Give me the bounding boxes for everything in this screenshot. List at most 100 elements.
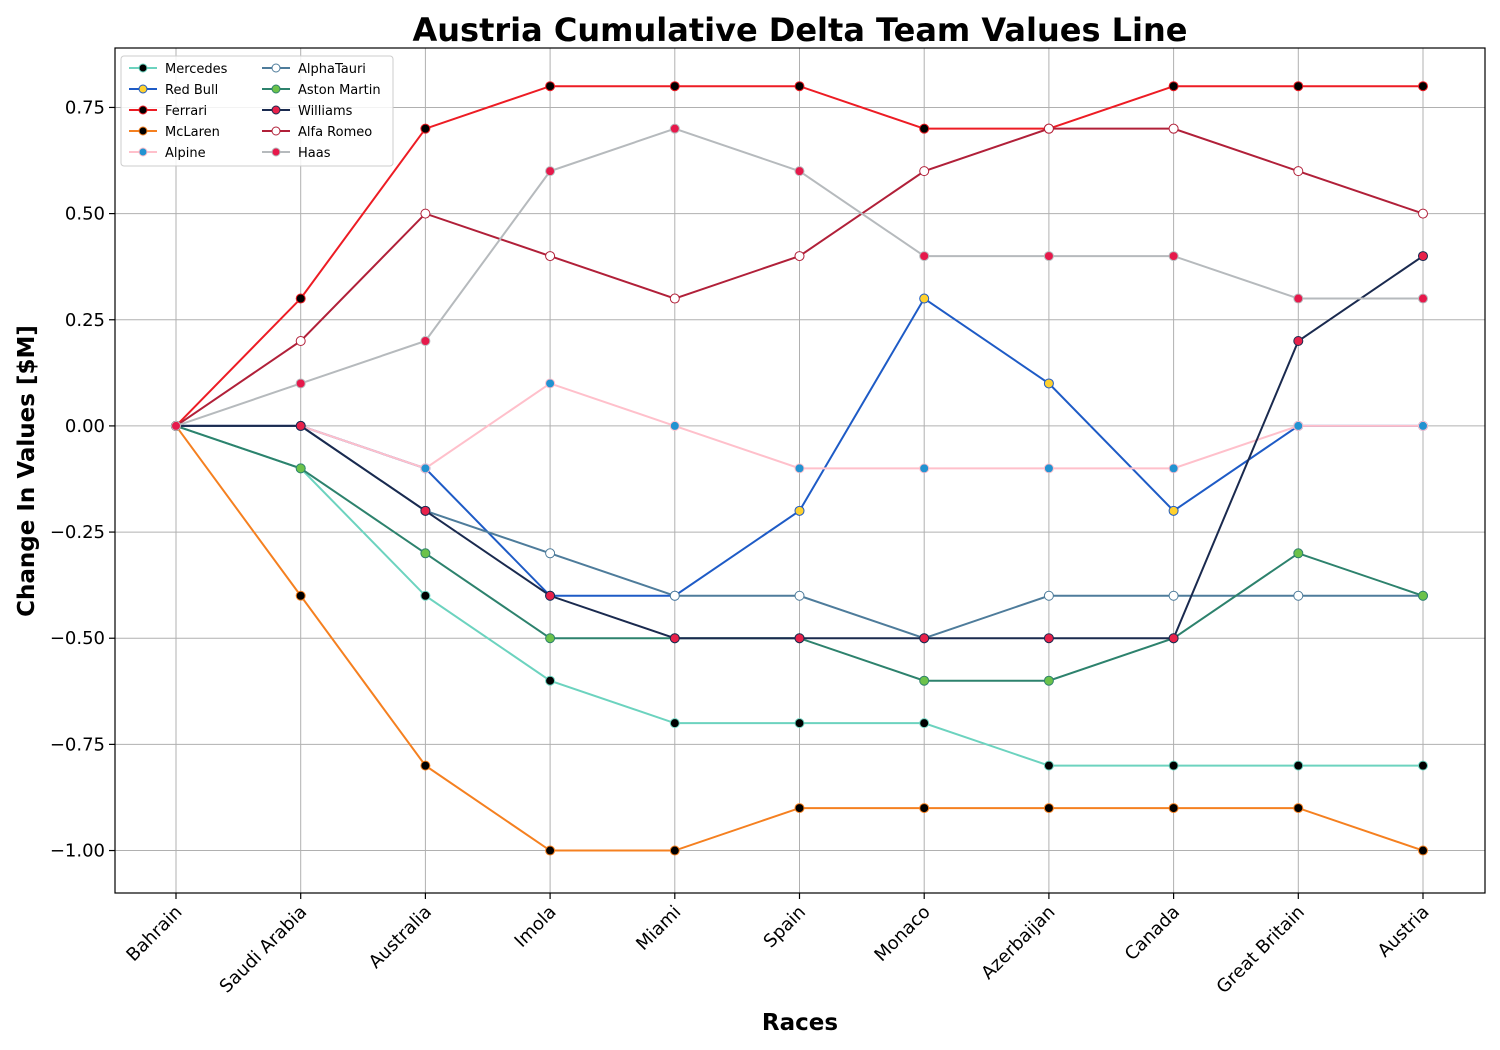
data-point: [545, 590, 556, 601]
data-point: [794, 251, 805, 262]
data-point: [794, 166, 805, 177]
series-haas: [171, 123, 1428, 431]
data-point: [794, 633, 805, 644]
legend-item: Williams: [262, 104, 353, 119]
legend-swatch-marker: [271, 63, 281, 73]
data-point: [545, 166, 556, 177]
x-tick-label: Austria: [1374, 902, 1434, 962]
data-point: [919, 166, 930, 177]
data-point: [545, 675, 556, 686]
data-point: [1293, 803, 1304, 814]
data-point: [295, 335, 306, 346]
data-point: [794, 463, 805, 474]
data-point: [669, 845, 680, 856]
x-tick-label: Imola: [511, 902, 561, 952]
legend-swatch-marker: [271, 105, 281, 115]
legend-box: [120, 55, 394, 167]
y-tick-label: −0.50: [50, 628, 105, 649]
data-point: [1168, 803, 1179, 814]
data-point: [420, 548, 431, 559]
data-point: [1043, 378, 1054, 389]
data-point: [1043, 463, 1054, 474]
data-point: [1418, 293, 1428, 304]
x-tick-label: Saudi Arabia: [216, 902, 312, 998]
data-point: [669, 590, 680, 601]
data-point: [295, 378, 306, 389]
data-point: [1293, 166, 1304, 177]
data-point: [420, 505, 431, 516]
series-layer: [171, 81, 1428, 856]
data-point: [545, 378, 556, 389]
legend-swatch-marker: [138, 84, 148, 94]
legend-swatch-marker: [271, 126, 281, 136]
data-point: [919, 123, 930, 134]
data-point: [794, 590, 805, 601]
series-alfa-romeo: [171, 123, 1428, 431]
legend-label: McLaren: [165, 125, 220, 140]
legend-label: Williams: [298, 104, 353, 119]
data-point: [1168, 251, 1179, 262]
data-point: [669, 123, 680, 134]
data-point: [420, 463, 431, 474]
series-alpine: [171, 378, 1428, 474]
data-point: [669, 81, 680, 92]
y-tick-label: −0.75: [50, 734, 105, 755]
data-point: [1418, 845, 1428, 856]
y-tick-label: 0.50: [65, 204, 105, 225]
x-tick-label: Miami: [632, 902, 685, 955]
y-tick-label: −1.00: [50, 841, 105, 862]
legend-item: Ferrari: [129, 104, 207, 119]
data-point: [545, 81, 556, 92]
data-point: [1293, 760, 1304, 771]
y-axis: −1.00 −0.75 −0.50 −0.25 0.00 0.25 0.50 0.75: [50, 97, 115, 862]
legend-swatch-marker: [138, 147, 148, 157]
series-williams: [171, 251, 1428, 644]
data-point: [919, 293, 930, 304]
legend-item: Red Bull: [129, 83, 218, 98]
data-point: [295, 420, 306, 431]
x-axis: Bahrain Saudi Arabia Australia Imola Miami Sp…: [122, 893, 1434, 998]
data-point: [919, 463, 930, 474]
legend: Mercedes Red Bull Ferrari McLaren Alpine Alph…: [120, 55, 394, 167]
data-point: [1043, 633, 1054, 644]
data-point: [919, 803, 930, 814]
y-tick-label: 0.75: [65, 97, 105, 118]
x-axis-label: Races: [762, 1010, 838, 1036]
y-tick-label: −0.25: [50, 522, 105, 543]
data-point: [1293, 420, 1304, 431]
data-point: [1043, 803, 1054, 814]
legend-label: Red Bull: [165, 83, 218, 98]
legend-label: Aston Martin: [298, 83, 381, 98]
y-axis-label: Change In Values [$M]: [14, 325, 40, 617]
data-point: [1293, 293, 1304, 304]
legend-label: AlphaTauri: [298, 62, 366, 77]
data-point: [1043, 675, 1054, 686]
legend-label: Alpine: [165, 146, 206, 161]
x-tick-label: Bahrain: [122, 902, 186, 966]
data-point: [1418, 81, 1428, 92]
data-point: [1418, 251, 1428, 262]
data-point: [669, 420, 680, 431]
data-point: [295, 463, 306, 474]
data-point: [669, 293, 680, 304]
y-tick-label: 0.25: [65, 310, 105, 331]
data-point: [1168, 760, 1179, 771]
data-point: [1418, 590, 1428, 601]
data-point: [171, 420, 181, 431]
x-tick-label: Spain: [760, 902, 810, 952]
data-point: [1043, 760, 1054, 771]
data-point: [1293, 590, 1304, 601]
chart-title: Austria Cumulative Delta Team Values Lin…: [412, 11, 1187, 49]
data-point: [1043, 590, 1054, 601]
data-point: [794, 81, 805, 92]
legend-item: Mercedes: [129, 62, 228, 77]
legend-item: Alfa Romeo: [262, 125, 372, 140]
legend-label: Alfa Romeo: [298, 125, 372, 140]
data-point: [545, 251, 556, 262]
data-point: [1293, 548, 1304, 559]
data-point: [420, 590, 431, 601]
legend-label: Haas: [298, 146, 331, 161]
legend-item: Aston Martin: [262, 83, 381, 98]
data-point: [919, 675, 930, 686]
